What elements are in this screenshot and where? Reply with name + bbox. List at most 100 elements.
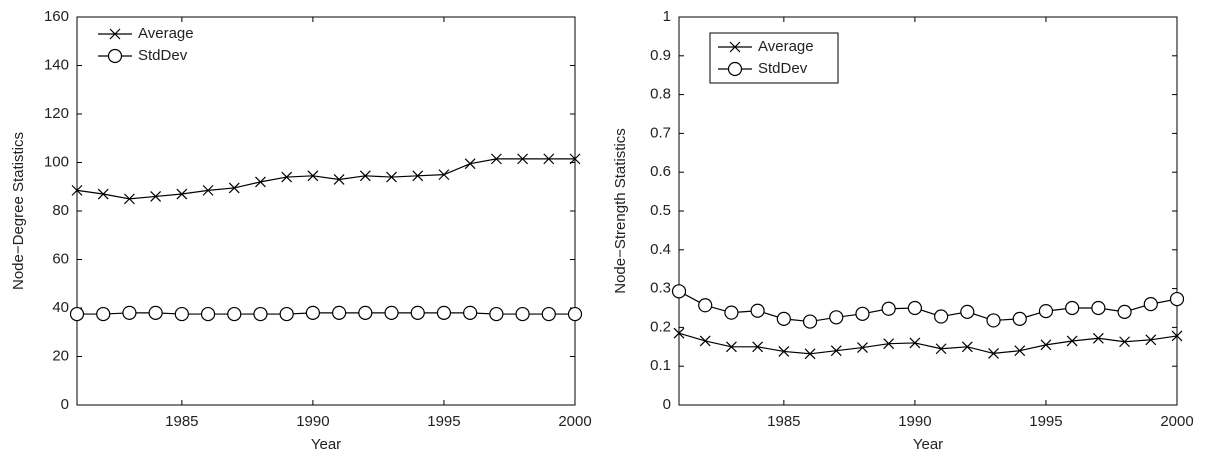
data-point bbox=[988, 347, 999, 359]
data-point bbox=[543, 153, 555, 165]
data-point bbox=[986, 313, 1001, 328]
data-point bbox=[228, 182, 240, 194]
y-tick-label: 1 bbox=[663, 8, 671, 25]
legend-marker bbox=[729, 41, 741, 53]
x-tick-label: 1985 bbox=[165, 413, 198, 430]
y-tick-label: 0.7 bbox=[650, 124, 671, 141]
data-point bbox=[567, 306, 583, 322]
data-point bbox=[517, 153, 529, 165]
data-point bbox=[1171, 330, 1183, 342]
x-axis-label: Year bbox=[913, 436, 943, 453]
legend-marker bbox=[109, 28, 121, 40]
legend-label: Average bbox=[758, 38, 814, 55]
x-tick-label: 2000 bbox=[558, 413, 591, 430]
data-point bbox=[960, 304, 975, 319]
y-tick-label: 0.8 bbox=[650, 86, 671, 103]
series-line bbox=[76, 158, 575, 200]
data-point bbox=[150, 191, 162, 202]
data-point bbox=[671, 284, 687, 299]
y-tick-label: 20 bbox=[52, 347, 69, 364]
data-point bbox=[1038, 304, 1054, 319]
data-point bbox=[490, 153, 502, 165]
data-point bbox=[1117, 304, 1132, 319]
y-tick-label: 80 bbox=[52, 202, 69, 219]
data-point bbox=[778, 346, 790, 357]
data-point bbox=[515, 306, 530, 322]
legend-label: StdDev bbox=[138, 47, 188, 64]
y-tick-label: 120 bbox=[44, 105, 69, 122]
data-point bbox=[830, 345, 842, 357]
data-point bbox=[489, 306, 504, 322]
data-point bbox=[359, 170, 371, 182]
y-tick-label: 0.5 bbox=[650, 202, 671, 219]
data-point bbox=[463, 305, 478, 320]
data-point bbox=[1145, 334, 1157, 346]
data-point bbox=[1040, 339, 1052, 351]
data-point bbox=[436, 305, 452, 320]
data-point bbox=[384, 305, 399, 320]
y-tick-label: 0.3 bbox=[650, 280, 671, 297]
data-point bbox=[909, 337, 921, 349]
data-point bbox=[961, 341, 973, 353]
x-tick-label: 1985 bbox=[767, 413, 800, 430]
data-point bbox=[881, 301, 896, 316]
y-axis-label: Node−Strength Statistics bbox=[612, 128, 629, 294]
y-tick-label: 0.1 bbox=[650, 357, 671, 374]
data-point bbox=[176, 188, 188, 200]
y-tick-label: 0.2 bbox=[650, 318, 671, 335]
y-tick-label: 40 bbox=[52, 299, 69, 316]
data-point bbox=[699, 335, 711, 347]
x-tick-label: 2000 bbox=[1160, 413, 1193, 430]
legend-marker bbox=[727, 61, 743, 77]
y-tick-label: 160 bbox=[44, 8, 69, 25]
data-point bbox=[386, 171, 397, 183]
data-point bbox=[332, 305, 347, 320]
data-point bbox=[935, 343, 947, 355]
data-point bbox=[1091, 300, 1106, 316]
data-point bbox=[123, 193, 135, 205]
y-tick-label: 140 bbox=[44, 56, 69, 73]
data-point bbox=[71, 184, 83, 196]
plot-frame bbox=[76, 16, 576, 406]
data-point bbox=[1065, 300, 1080, 316]
data-point bbox=[202, 184, 214, 196]
data-point bbox=[279, 306, 294, 322]
y-tick-label: 0.4 bbox=[650, 241, 671, 258]
data-point bbox=[752, 341, 764, 353]
y-tick-label: 0.6 bbox=[650, 163, 671, 180]
data-point bbox=[855, 306, 870, 321]
data-point bbox=[148, 305, 163, 320]
data-point bbox=[255, 176, 266, 188]
data-point bbox=[934, 309, 949, 324]
data-point bbox=[541, 306, 556, 322]
data-point bbox=[227, 306, 242, 322]
data-point bbox=[333, 174, 345, 185]
data-point bbox=[1169, 291, 1185, 307]
data-point bbox=[804, 348, 816, 360]
data-point bbox=[698, 298, 713, 313]
data-point bbox=[883, 338, 895, 350]
data-point bbox=[1014, 345, 1026, 357]
series-line bbox=[678, 332, 1178, 355]
y-tick-label: 0 bbox=[663, 396, 671, 413]
data-point bbox=[750, 303, 765, 318]
y-tick-label: 60 bbox=[52, 250, 69, 267]
y-tick-label: 100 bbox=[44, 153, 69, 170]
data-point bbox=[253, 306, 268, 322]
x-tick-label: 1990 bbox=[898, 413, 931, 430]
data-point bbox=[907, 300, 922, 316]
data-point bbox=[724, 305, 739, 320]
data-point bbox=[569, 153, 581, 165]
legend-label: StdDev bbox=[758, 60, 808, 77]
data-point bbox=[1012, 311, 1027, 326]
data-point bbox=[281, 171, 293, 183]
y-tick-label: 0 bbox=[61, 396, 69, 413]
data-point bbox=[1066, 335, 1078, 347]
data-point bbox=[1119, 336, 1131, 348]
legend-marker bbox=[107, 48, 123, 64]
data-point bbox=[857, 342, 868, 354]
data-point bbox=[1143, 297, 1158, 312]
x-axis-label: Year bbox=[311, 436, 341, 453]
x-tick-label: 1995 bbox=[1029, 413, 1062, 430]
